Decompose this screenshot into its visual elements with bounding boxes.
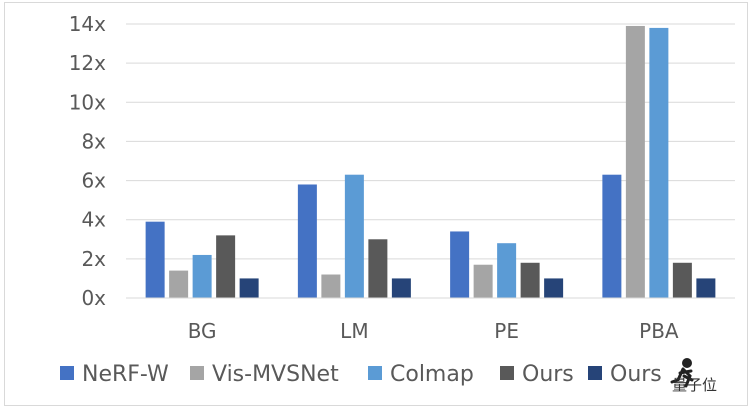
y-tick-label: 2x bbox=[81, 247, 106, 271]
runner-icon bbox=[670, 367, 694, 388]
y-tick-label: 0x bbox=[81, 286, 106, 310]
bars bbox=[145, 25, 716, 299]
runner-icon-head bbox=[682, 358, 692, 368]
legend-swatch bbox=[368, 366, 382, 380]
bar-bg-4 bbox=[239, 278, 259, 298]
bar-pba-4 bbox=[696, 278, 716, 298]
bar-pba-3 bbox=[672, 262, 692, 298]
y-tick-label: 6x bbox=[81, 169, 106, 193]
legend-swatch bbox=[190, 366, 204, 380]
bar-bg-3 bbox=[216, 235, 236, 298]
legend-label: Colmap bbox=[390, 362, 474, 387]
bar-lm-1 bbox=[321, 274, 341, 298]
bar-bg-2 bbox=[192, 254, 212, 298]
category-label: LM bbox=[340, 319, 368, 343]
category-label: PBA bbox=[639, 319, 679, 343]
bar-lm-0 bbox=[297, 184, 317, 298]
y-tick-label: 4x bbox=[81, 208, 106, 232]
bar-pba-0 bbox=[602, 174, 622, 298]
bar-bg-1 bbox=[169, 270, 189, 298]
y-tick-label: 12x bbox=[69, 51, 106, 75]
category-label: PE bbox=[494, 319, 519, 343]
legend-label: NeRF-W bbox=[82, 362, 169, 387]
bar-pe-4 bbox=[544, 278, 564, 298]
legend-label: Vis-MVSNet bbox=[212, 362, 339, 387]
chart-frame bbox=[4, 2, 748, 406]
bar-pe-3 bbox=[520, 262, 540, 298]
y-tick-label: 14x bbox=[69, 12, 106, 36]
watermark: 量子位 bbox=[670, 358, 717, 394]
bar-bg-0 bbox=[145, 221, 165, 298]
y-axis-ticks: 0x 2x 4x 6x 8x 10x 12x 14x bbox=[69, 12, 106, 310]
bar-pba-2 bbox=[649, 27, 669, 299]
y-tick-label: 8x bbox=[81, 129, 106, 153]
y-tick-label: 10x bbox=[69, 90, 106, 114]
watermark-text: 量子位 bbox=[672, 376, 717, 394]
x-axis-categories: BG LM PE PBA bbox=[188, 319, 679, 343]
legend-label: Ours bbox=[522, 362, 574, 387]
legend-swatch bbox=[500, 366, 514, 380]
category-label: BG bbox=[188, 319, 217, 343]
legend-swatch bbox=[588, 366, 602, 380]
bar-pe-0 bbox=[450, 231, 470, 298]
bar-pba-1 bbox=[625, 25, 645, 298]
bar-pe-2 bbox=[497, 243, 517, 298]
bar-lm-3 bbox=[368, 239, 388, 298]
legend-swatch bbox=[60, 366, 74, 380]
legend: NeRF-W Vis-MVSNet Colmap Ours Ours bbox=[60, 362, 662, 387]
bar-lm-2 bbox=[344, 174, 364, 298]
bar-pe-1 bbox=[473, 264, 493, 298]
legend-label: Ours bbox=[610, 362, 662, 387]
bar-lm-4 bbox=[391, 278, 411, 298]
